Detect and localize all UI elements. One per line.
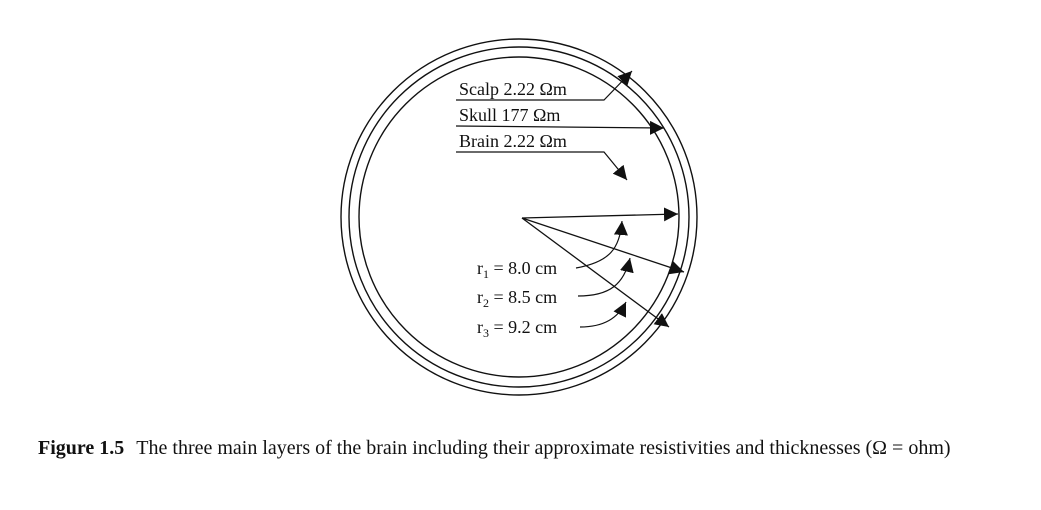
scalp-label: Scalp 2.22 Ωm [459, 79, 567, 99]
radius-arrow-2 [521, 217, 685, 275]
radius-arrow-3 [521, 217, 670, 328]
layer-labels: Scalp 2.22 Ωm Skull 177 Ωm Brain 2.22 Ωm [459, 79, 567, 151]
radius-arrows [521, 207, 685, 328]
layer-leaders [455, 70, 665, 181]
r1-leader [575, 220, 628, 269]
figure-caption: Figure 1.5 The three main layers of the b… [38, 434, 1013, 462]
r1-label: r1 = 8.0 cm [477, 258, 557, 281]
caption-text: The three main layers of the brain inclu… [136, 437, 951, 459]
r2-label: r2 = 8.5 cm [477, 287, 557, 310]
r3-label: r3 = 9.2 cm [477, 317, 557, 340]
radius-labels: r1 = 8.0 cm r2 = 8.5 cm r3 = 9.2 cm [477, 258, 557, 340]
inner-circle-brain [358, 56, 680, 378]
scalp-leader-arrow [456, 70, 633, 101]
radius-leaders [575, 220, 634, 328]
brain-leader-arrow [456, 151, 628, 181]
r3-leader [579, 301, 627, 328]
figure-number: Figure 1.5 [38, 437, 125, 459]
radius-arrow-1 [521, 207, 679, 222]
skull-label: Skull 177 Ωm [459, 105, 560, 125]
outer-circle-scalp [340, 38, 698, 396]
head-model-diagram: Scalp 2.22 Ωm Skull 177 Ωm Brain 2.22 Ωm… [340, 38, 698, 396]
skull-leader-arrow [455, 120, 665, 135]
r2-leader [577, 257, 634, 297]
brain-label: Brain 2.22 Ωm [459, 131, 567, 151]
middle-circle-skull [348, 46, 690, 388]
concentric-circles [340, 38, 698, 396]
